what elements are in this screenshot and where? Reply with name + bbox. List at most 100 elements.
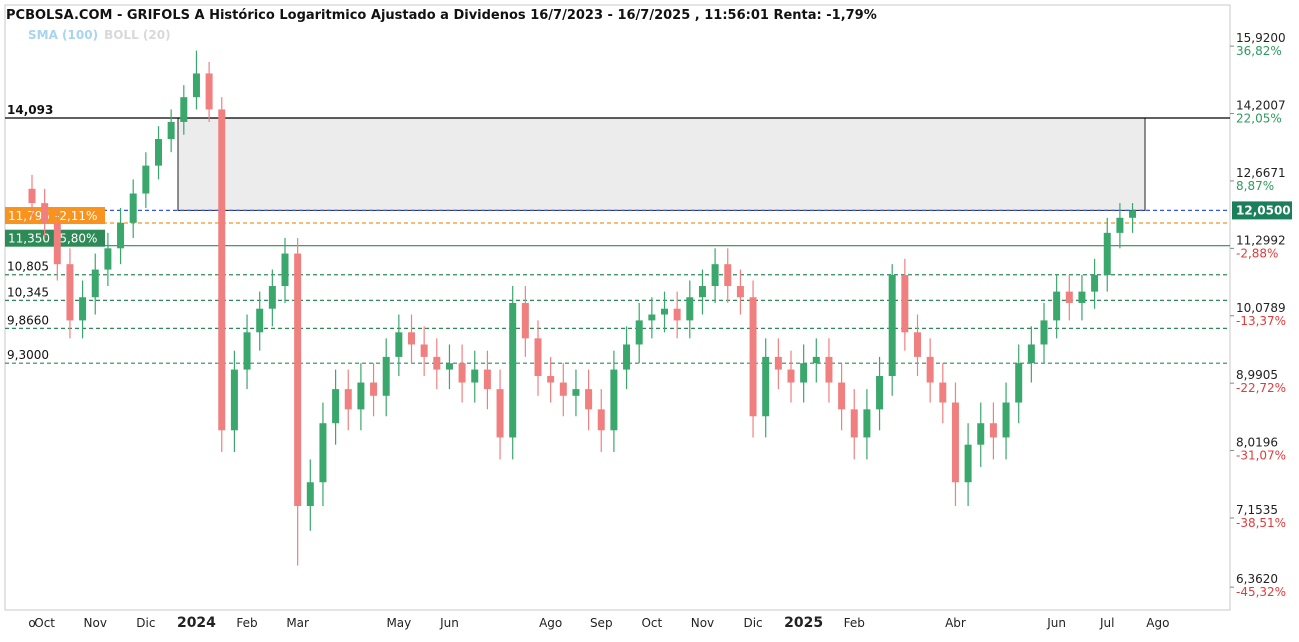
candle-body xyxy=(698,286,706,298)
candle-body xyxy=(408,332,415,345)
y-tick-label: 8,0196 xyxy=(1236,436,1278,450)
candle-body xyxy=(243,332,251,370)
candle-body xyxy=(559,382,567,396)
candle-body xyxy=(926,356,934,383)
y-tick-label: 8,9905 xyxy=(1236,368,1278,382)
candle-body xyxy=(370,382,378,396)
x-tick-label: Jun xyxy=(1046,616,1066,630)
candle-body xyxy=(876,376,884,410)
y-tick-label: 14,2007 xyxy=(1236,99,1286,113)
candle-body xyxy=(1065,291,1073,303)
candle-body xyxy=(989,423,997,438)
level-label-percent: -2,11% xyxy=(55,209,97,223)
y-tick-label: 15,9200 xyxy=(1236,31,1286,45)
candle-body xyxy=(357,382,365,410)
candle-body xyxy=(547,376,555,383)
candle-body xyxy=(977,423,985,445)
candle-body xyxy=(382,356,390,396)
x-tick-label: Jul xyxy=(1099,616,1114,630)
candle-body xyxy=(41,203,49,223)
candle-body xyxy=(597,409,605,431)
y-tick-percent: 22,05% xyxy=(1236,112,1282,126)
chart-title: PCBOLSA.COM - GRIFOLS A Histórico Logari… xyxy=(6,8,877,23)
x-tick-label: Nov xyxy=(691,616,714,630)
candle-body xyxy=(901,274,909,333)
candle-body xyxy=(850,409,858,438)
candle-body xyxy=(180,97,188,122)
y-tick-label: 10,0789 xyxy=(1236,301,1286,315)
candle-body xyxy=(445,363,453,370)
candle-body xyxy=(951,402,959,483)
candle-body xyxy=(888,274,896,377)
candle-body xyxy=(167,121,175,140)
candle-body xyxy=(117,222,125,249)
candle-body xyxy=(294,253,302,507)
candle-body xyxy=(142,165,150,194)
candle-body xyxy=(635,320,643,345)
level-label: 9,8660 xyxy=(7,313,49,327)
level-label-box xyxy=(5,207,105,225)
level-label-box xyxy=(1232,201,1292,220)
x-tick-label: o xyxy=(28,616,35,630)
candle-body xyxy=(53,222,61,265)
legend-entry: SMA (100) xyxy=(28,28,98,42)
candle-body xyxy=(572,389,580,396)
x-tick-label: May xyxy=(386,616,411,630)
y-tick-label: 12,6671 xyxy=(1236,166,1286,180)
candle-body xyxy=(1078,291,1086,303)
candle-body xyxy=(256,308,264,333)
candle-body xyxy=(1002,402,1010,438)
y-tick-percent: -45,32% xyxy=(1236,585,1286,599)
x-tick-label: 2025 xyxy=(784,615,823,631)
x-tick-label: Ago xyxy=(1146,616,1169,630)
candle-body xyxy=(104,248,112,270)
y-tick-percent: -38,51% xyxy=(1236,516,1286,530)
candle-body xyxy=(28,188,36,204)
candle-body xyxy=(395,332,403,357)
plot-frame xyxy=(4,4,1231,611)
candle-body xyxy=(1116,217,1124,233)
x-tick-label: Feb xyxy=(844,616,865,630)
candle-body xyxy=(509,302,517,438)
candle-body xyxy=(129,193,137,223)
x-tick-label: Feb xyxy=(236,616,257,630)
candle-body xyxy=(230,369,238,431)
candle-body xyxy=(306,482,314,507)
candle-body xyxy=(192,73,200,98)
candle-body xyxy=(205,73,213,110)
candle-body xyxy=(661,308,668,315)
x-tick-label: Nov xyxy=(84,616,107,630)
candle-body xyxy=(155,139,162,166)
resistance-zone xyxy=(177,117,1146,211)
x-tick-label: Abr xyxy=(945,616,966,630)
level-label: 12,0500 xyxy=(1236,203,1291,217)
y-tick-percent: 36,82% xyxy=(1236,44,1282,58)
x-tick-label: Ago xyxy=(539,616,562,630)
x-tick-label: Dic xyxy=(136,616,155,630)
candle-body xyxy=(268,286,276,309)
y-tick-percent: -22,72% xyxy=(1236,381,1286,395)
x-tick-label: Mar xyxy=(286,616,309,630)
level-label-percent: -5,80% xyxy=(55,232,97,246)
candle-body xyxy=(319,423,327,483)
candle-body xyxy=(812,356,820,364)
candle-body xyxy=(66,264,74,321)
y-tick-label: 7,1535 xyxy=(1236,503,1278,517)
level-label: 14,093 xyxy=(7,103,53,117)
level-label: 11,795 xyxy=(8,209,50,223)
x-tick-label: Oct xyxy=(641,616,662,630)
y-tick-percent: 8,87% xyxy=(1236,179,1274,193)
candle-body xyxy=(610,369,618,431)
candle-body xyxy=(863,409,871,438)
candle-body xyxy=(1091,274,1099,292)
candle-body xyxy=(281,253,289,287)
candle-body xyxy=(800,363,808,383)
candle-body xyxy=(623,344,631,370)
candle-body xyxy=(939,382,947,403)
candle-body xyxy=(762,356,770,417)
candle-body xyxy=(1015,363,1023,403)
candle-body xyxy=(79,297,87,321)
candle-body xyxy=(686,297,694,321)
candle-body xyxy=(964,444,972,483)
